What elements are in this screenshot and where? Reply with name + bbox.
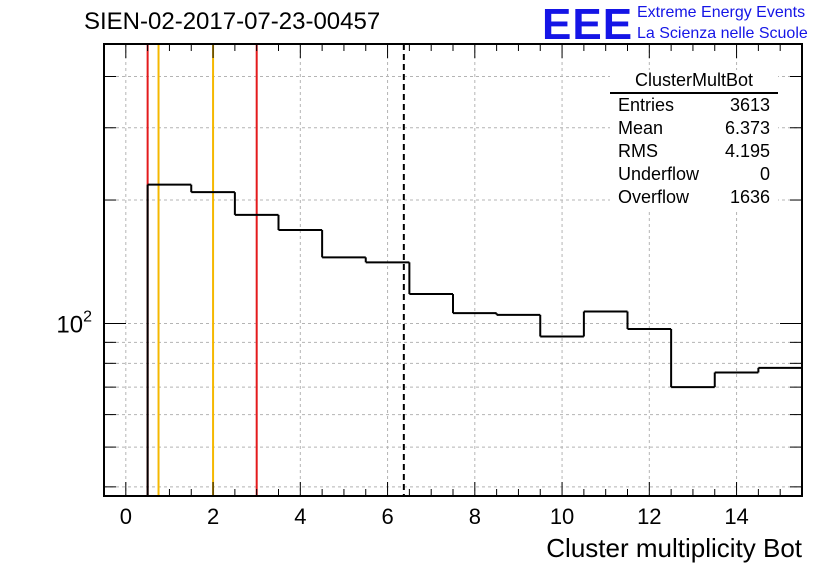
- stats-value: 1636: [729, 187, 770, 207]
- stats-row-mean: Mean 6.373: [610, 117, 778, 140]
- stats-box: ClusterMultBot Entries 3613 Mean 6.373 R…: [610, 70, 778, 209]
- x-tick-label: 6: [381, 504, 393, 529]
- stats-label: Overflow: [618, 187, 690, 207]
- x-tick-label: 14: [724, 504, 748, 529]
- stats-histogram-name: ClusterMultBot: [610, 70, 778, 94]
- grid-lines: [104, 44, 802, 496]
- x-tick-label: 12: [637, 504, 661, 529]
- stats-label: Entries: [618, 95, 675, 115]
- stats-label: RMS: [618, 141, 658, 161]
- stats-label: Underflow: [618, 164, 700, 184]
- tick-labels: 0 2 4 6 8 10 12 14 102: [56, 309, 748, 529]
- stats-row-overflow: Overflow 1636: [610, 186, 778, 209]
- x-tick-label: 4: [294, 504, 306, 529]
- stats-label: Mean: [618, 118, 664, 138]
- x-tick-label: 8: [469, 504, 481, 529]
- x-tick-label: 2: [207, 504, 219, 529]
- x-tick-label: 0: [120, 504, 132, 529]
- stats-value: 3613: [729, 95, 770, 115]
- y-tick-label: 102: [56, 309, 92, 339]
- plot-title: SIEN-02-2017-07-23-00457: [84, 8, 381, 35]
- stats-value: 6.373: [724, 118, 770, 138]
- eee-logo-mark: EEE: [542, 0, 634, 49]
- axes: [103, 43, 803, 497]
- stats-row-underflow: Underflow 0: [610, 163, 778, 186]
- marker-lines: [146, 44, 405, 496]
- logo-text-line2: La Scienza nelle Scuole: [637, 25, 808, 42]
- x-tick-label: 10: [550, 504, 574, 529]
- logo-text-line1: Extreme Energy Events: [637, 4, 806, 21]
- x-axis-title: Cluster multiplicity Bot: [546, 533, 802, 563]
- stats-value: 0: [759, 164, 770, 184]
- stats-value: 4.195: [724, 141, 770, 161]
- stats-row-rms: RMS 4.195: [610, 140, 778, 163]
- histogram-series: [146, 183, 802, 496]
- stats-row-entries: Entries 3613: [610, 94, 778, 117]
